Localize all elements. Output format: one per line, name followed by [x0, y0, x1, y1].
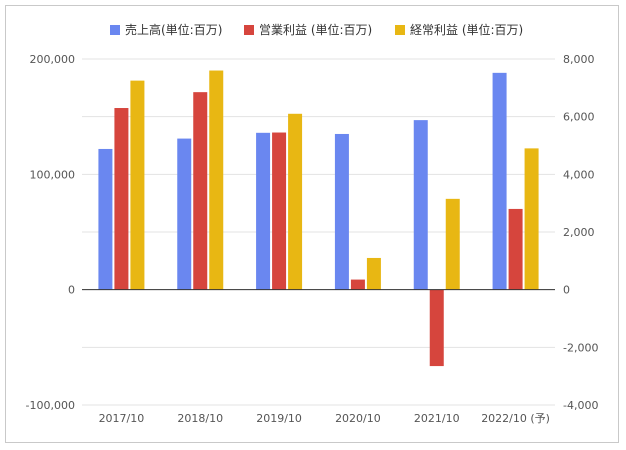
bar: [256, 132, 271, 290]
bar: [524, 148, 539, 290]
right-axis: 8,000 6,000 4,000 2,000 0 -2,000 -4,000: [563, 53, 598, 412]
left-tick-label: 0: [68, 284, 75, 297]
right-tick-label: 4,000: [563, 168, 595, 181]
x-tick-label: 2018/10: [177, 412, 223, 425]
legend-label: 売上高(単位:百万): [125, 22, 222, 37]
x-tick-label: 2017/10: [99, 412, 145, 425]
legend: 売上高(単位:百万) 営業利益 (単位:百万) 経常利益 (単位:百万): [110, 22, 523, 37]
gridlines: [82, 58, 555, 406]
bar: [429, 289, 444, 367]
legend-label: 営業利益 (単位:百万): [259, 22, 372, 37]
legend-swatch: [395, 25, 405, 35]
right-tick-label: -2,000: [563, 341, 598, 354]
right-tick-label: 6,000: [563, 111, 595, 124]
bar: [508, 208, 523, 290]
right-tick-label: 8,000: [563, 53, 595, 66]
right-tick-label: -4,000: [563, 399, 598, 412]
left-tick-label: 200,000: [30, 53, 76, 66]
right-tick-label: 2,000: [563, 226, 595, 239]
bar: [334, 133, 349, 290]
bar: [492, 72, 507, 290]
x-axis: 2017/10 2018/10 2019/10 2020/10 2021/10 2022/…: [99, 412, 550, 425]
bar: [193, 92, 208, 290]
right-tick-label: 0: [563, 284, 570, 297]
left-tick-label: -100,000: [26, 399, 75, 412]
bar: [209, 70, 224, 290]
legend-label: 経常利益 (単位:百万): [410, 22, 523, 37]
bar: [177, 138, 192, 290]
bar: [366, 257, 381, 290]
left-tick-label: 100,000: [30, 168, 76, 181]
x-tick-label: 2019/10: [256, 412, 302, 425]
bar: [130, 80, 145, 290]
legend-swatch: [110, 25, 120, 35]
bar: [350, 279, 365, 290]
bar: [413, 120, 428, 290]
bar: [272, 132, 287, 290]
bar: [288, 113, 303, 290]
legend-swatch: [244, 25, 254, 35]
bars: [98, 70, 539, 367]
bar: [98, 148, 113, 290]
left-axis: 200,000 100,000 0 -100,000: [26, 53, 75, 412]
bar: [114, 108, 129, 290]
bar: [445, 198, 460, 290]
x-tick-label: 2022/10 (予): [481, 412, 550, 425]
x-tick-label: 2020/10: [335, 412, 381, 425]
x-tick-label: 2021/10: [414, 412, 460, 425]
